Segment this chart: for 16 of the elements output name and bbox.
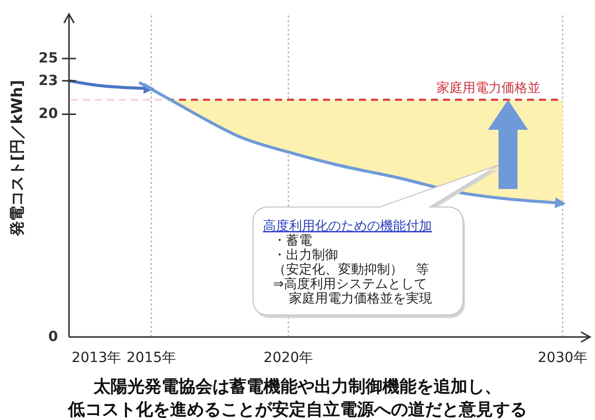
title: 太陽光発電協会は蓄電機能や出力制御機能を追加し、低コスト化を進めることが安定自立電源への道だと意見する (68, 377, 527, 420)
x-tick-label: 2020年 (264, 350, 314, 366)
y-tick-label: 23 (38, 72, 58, 89)
annotation: ・蓄電 (273, 234, 312, 248)
annotation: 家庭用電力価格並を実現 (289, 292, 432, 306)
y-tick-label: 20 (38, 106, 58, 122)
y-tick-label: 25 (38, 50, 58, 67)
x-tick-label: 2030年 (538, 350, 588, 366)
annotation: （安定化、変動抑制） 等 (273, 262, 429, 278)
x-tick-label: 2013年 (72, 350, 122, 366)
y-tick-label: 0 (48, 329, 58, 345)
x-tick-label: 2015年 (126, 350, 176, 366)
annotation: ⇒高度利用システムとして (273, 277, 427, 292)
y-axis-label: 発電コスト[円／kWh] (8, 80, 26, 236)
annotation: 高度利用化のための機能付加 (263, 219, 432, 234)
annotation: ・出力制御 (273, 248, 338, 263)
